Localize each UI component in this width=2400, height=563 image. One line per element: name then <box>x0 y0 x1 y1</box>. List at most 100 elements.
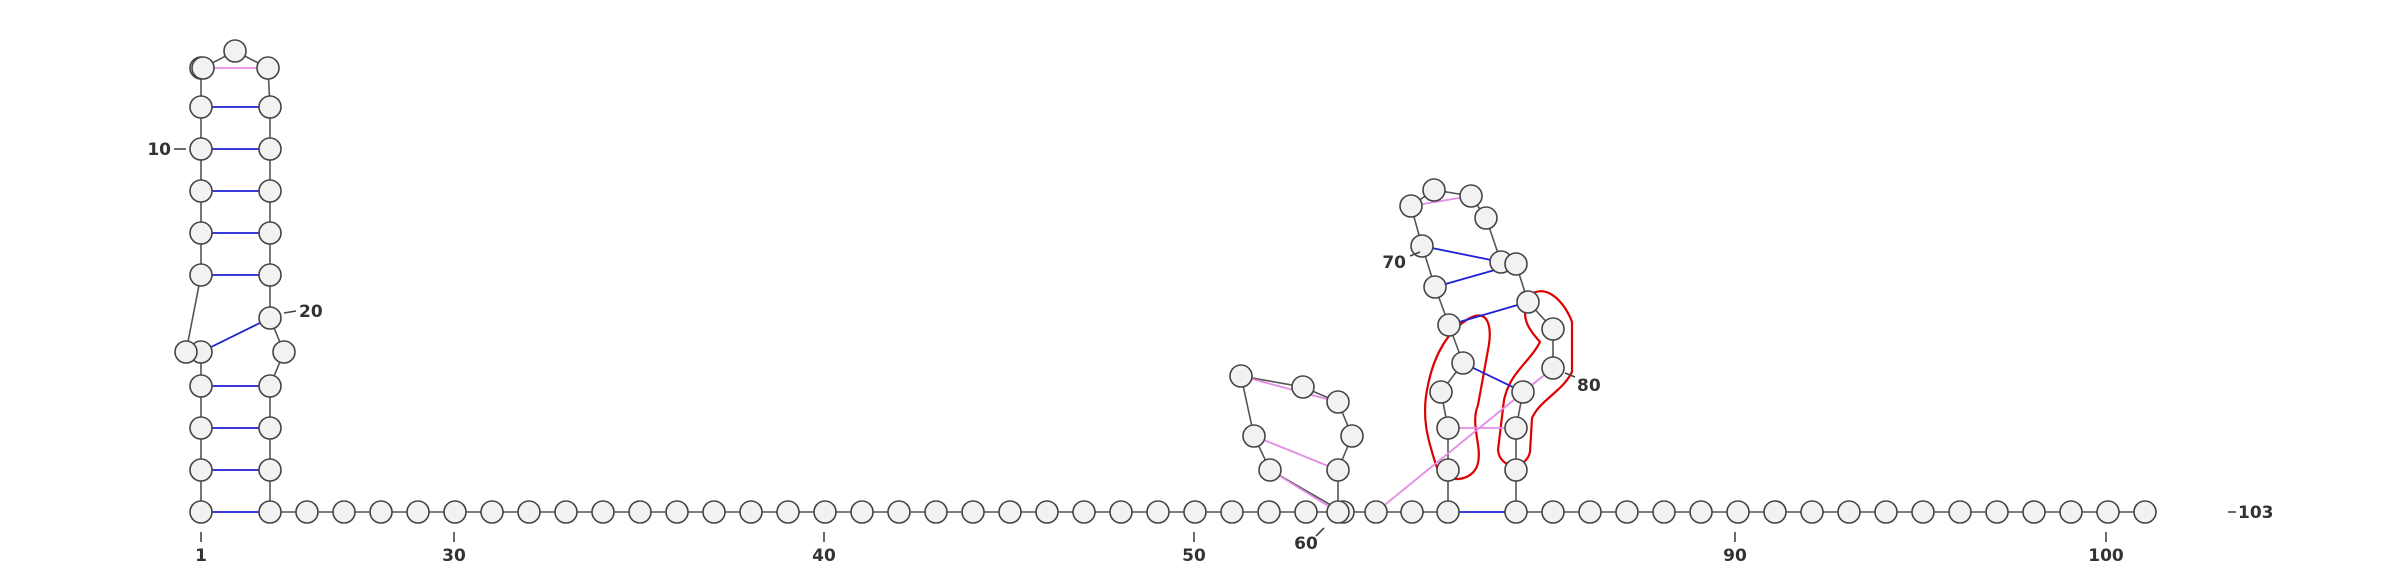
nucleotide-102 <box>2096 500 2120 524</box>
nucleotide-20 <box>258 263 282 287</box>
label-50: 50 <box>1182 546 1206 563</box>
nucleotide-52 <box>1220 500 1244 524</box>
nucleotide-53 <box>1257 500 1281 524</box>
label-100: 100 <box>2088 546 2124 563</box>
nucleotide-74 <box>1399 194 1423 218</box>
label-90: 90 <box>1723 546 1747 563</box>
nucleotide-96 <box>1874 500 1898 524</box>
label-20: 20 <box>299 302 323 322</box>
base-pair-5-21 <box>200 317 271 353</box>
index-tick <box>1315 527 1325 537</box>
nucleotide-97 <box>1911 500 1935 524</box>
nucleotide-79 <box>1504 252 1528 276</box>
nucleotide-57 <box>1242 424 1266 448</box>
nucleotide-60 <box>1326 390 1350 414</box>
nucleotide-31 <box>443 500 467 524</box>
nucleotide-88 <box>1578 500 1602 524</box>
nucleotide-58 <box>1229 364 1253 388</box>
nucleotide-77 <box>1474 206 1498 230</box>
base-pair-73-78 <box>1421 245 1502 263</box>
nucleotide-48 <box>1072 500 1096 524</box>
nucleotide-36 <box>628 500 652 524</box>
nucleotide-4 <box>189 374 213 398</box>
index-ticks <box>174 148 2236 542</box>
base-pair-57-62 <box>1253 435 1339 471</box>
nucleotide-100 <box>2022 500 2046 524</box>
label-70: 70 <box>1382 253 1406 273</box>
nucleotide-46 <box>998 500 1022 524</box>
nucleotide-17 <box>258 137 282 161</box>
nucleotide-38 <box>702 500 726 524</box>
nucleotide-66 <box>1436 500 1460 524</box>
nucleotide-39 <box>739 500 763 524</box>
nucleotide-50 <box>1146 500 1170 524</box>
nucleotide-37 <box>665 500 689 524</box>
nucleotide-56 <box>1258 458 1282 482</box>
index-tick <box>1564 372 1576 378</box>
nucleotide-25 <box>258 458 282 482</box>
nucleotide-68 <box>1436 416 1460 440</box>
nucleotide-101 <box>2059 500 2083 524</box>
backbone-line <box>185 50 2145 513</box>
nucleotide-98 <box>1948 500 1972 524</box>
nucleotide-62 <box>1326 458 1350 482</box>
nucleotide-7 <box>189 263 213 287</box>
nucleotide-13 <box>191 56 215 80</box>
nucleotide-47 <box>1035 500 1059 524</box>
nucleotide-63 <box>1326 500 1350 524</box>
nucleotide-69 <box>1429 380 1453 404</box>
nucleotide-85 <box>1504 458 1528 482</box>
nucleotide-93 <box>1763 500 1787 524</box>
nucleotide-84 <box>1504 416 1528 440</box>
base-pair-71-80 <box>1448 301 1529 326</box>
nucleotide-67 <box>1436 458 1460 482</box>
nucleotide-70 <box>1451 351 1475 375</box>
nucleotide-45 <box>961 500 985 524</box>
nucleotide-33 <box>517 500 541 524</box>
nucleotide-32 <box>480 500 504 524</box>
label-10: 10 <box>147 140 171 160</box>
nucleotide-49 <box>1109 500 1133 524</box>
nucleotide-44 <box>924 500 948 524</box>
backbone <box>185 50 2145 513</box>
nucleotide-3 <box>189 416 213 440</box>
label-60: 60 <box>1294 534 1318 554</box>
nucleotide-72 <box>1423 275 1447 299</box>
label-80: 80 <box>1577 376 1601 396</box>
nucleotide-24 <box>258 416 282 440</box>
nucleotide-21 <box>258 306 282 330</box>
nucleotide-87 <box>1541 500 1565 524</box>
label-30: 30 <box>442 546 466 563</box>
index-tick <box>283 310 297 314</box>
nucleotide-2 <box>189 458 213 482</box>
nucleotide-28 <box>332 500 356 524</box>
nucleotide-76 <box>1459 184 1483 208</box>
nucleotide-34 <box>554 500 578 524</box>
base-pair-63-56 <box>1269 469 1339 513</box>
nucleotide-15 <box>256 56 280 80</box>
nucleotide-89 <box>1615 500 1639 524</box>
nucleotide-90 <box>1652 500 1676 524</box>
label-40: 40 <box>812 546 836 563</box>
nucleotide-73 <box>1410 234 1434 258</box>
nucleotide-14 <box>223 39 247 63</box>
nucleotide-8 <box>189 221 213 245</box>
nucleotide-27 <box>295 500 319 524</box>
nucleotide-81 <box>1541 317 1565 341</box>
nucleotide-54 <box>1294 500 1318 524</box>
nucleotide-91 <box>1689 500 1713 524</box>
nucleotide-9 <box>189 179 213 203</box>
nucleotide-86 <box>1504 500 1528 524</box>
nucleotide-41 <box>813 500 837 524</box>
highlight-outline-2 <box>1496 290 1574 467</box>
nucleotide-42 <box>850 500 874 524</box>
nucleotide-92 <box>1726 500 1750 524</box>
nucleotide-64 <box>1364 500 1388 524</box>
nucleotide-1 <box>189 500 213 524</box>
index-tick <box>1409 251 1421 257</box>
nucleotide-26 <box>258 500 282 524</box>
nucleotide-59 <box>1291 375 1315 399</box>
label-1: 1 <box>195 546 207 563</box>
nucleotide-71 <box>1437 313 1461 337</box>
